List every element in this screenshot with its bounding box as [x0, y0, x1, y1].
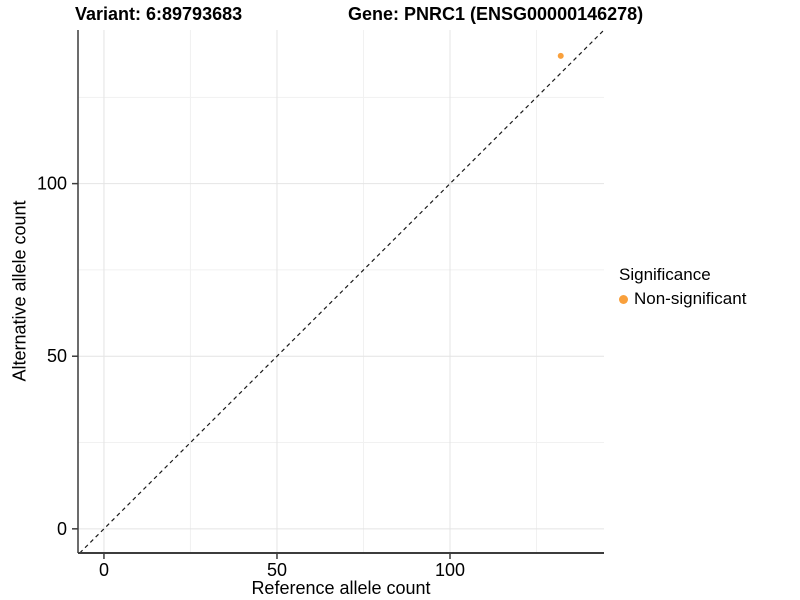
y-axis-title: Alternative allele count: [9, 200, 30, 382]
x-tick-label: 100: [435, 560, 465, 580]
data-point: [557, 52, 564, 59]
gene-title: Gene: PNRC1 (ENSG00000146278): [348, 4, 644, 24]
legend-point-icon: [619, 294, 628, 304]
legend-title: Significance: [619, 265, 711, 284]
y-tick-label: 0: [57, 519, 67, 539]
identity-reference-line: [79, 29, 605, 554]
x-axis-title: Reference allele count: [251, 578, 431, 598]
y-tick-label: 100: [37, 174, 67, 194]
y-tick-label: 50: [47, 346, 67, 366]
legend-item: Non-significant: [619, 289, 746, 309]
variant-title: Variant: 6:89793683: [75, 4, 243, 24]
legend-item-label: Non-significant: [634, 289, 747, 308]
legend: Significance Non-significant: [619, 265, 746, 309]
x-tick-label: 50: [267, 560, 287, 580]
x-tick-label: 0: [99, 560, 109, 580]
